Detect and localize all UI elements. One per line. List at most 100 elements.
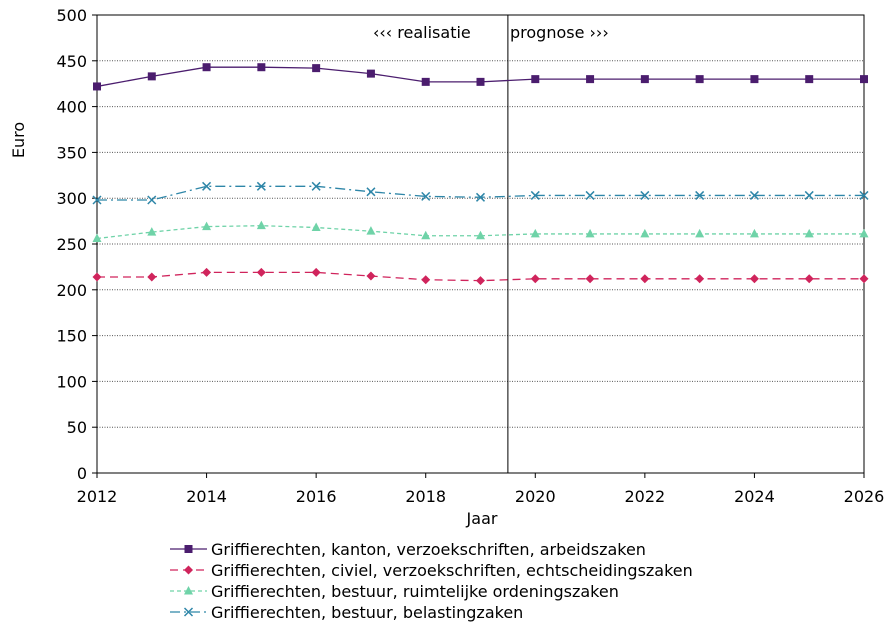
- series-1-point-2023: [695, 274, 705, 284]
- series-3-point-2012: [92, 195, 102, 205]
- x-tick-label-2024: 2024: [734, 487, 775, 506]
- series-2-point-2016: [311, 222, 321, 232]
- x-tick-label-2014: 2014: [186, 487, 227, 506]
- series-0-point-2025: [805, 75, 814, 84]
- series-0-point-2019: [476, 77, 485, 86]
- y-tick-label-150: 150: [56, 327, 87, 346]
- series-3-point-2019: [475, 192, 486, 202]
- legend-swatch-marker-2: [184, 586, 193, 595]
- legend-swatch-marker-1: [184, 565, 193, 575]
- y-tick-label-450: 450: [56, 52, 87, 71]
- series-2-point-2019: [476, 230, 485, 240]
- series-1-point-2014: [202, 267, 212, 277]
- series-2-point-2023: [695, 228, 705, 238]
- series-3-point-2017-stroke-b: [366, 187, 376, 197]
- series-1-point-2019: [476, 276, 485, 286]
- series-2-point-2012: [92, 233, 102, 243]
- legend-label-1: Griffierechten, civiel, verzoekschriften…: [211, 561, 693, 580]
- series-3-point-2021: [585, 190, 595, 200]
- series-2: [92, 220, 869, 243]
- series-3-point-2019-stroke-b: [475, 192, 486, 202]
- x-tick-label-2026: 2026: [844, 487, 885, 506]
- series-3-point-2022: [640, 190, 650, 200]
- y-tick-label-500: 500: [56, 6, 87, 25]
- series-3-point-2020-stroke-b: [530, 190, 540, 200]
- series-1-point-2021: [585, 274, 595, 284]
- legend-item-3: Griffierechten, bestuur, belastingzaken: [170, 603, 523, 622]
- legend-label-3: Griffierechten, bestuur, belastingzaken: [211, 603, 523, 622]
- series-1: [92, 267, 869, 286]
- series-0-point-2012: [93, 82, 101, 91]
- series-3-point-2020: [530, 190, 540, 200]
- annotation-realisatie: ‹‹‹ realisatie: [373, 23, 471, 42]
- x-tick-label-2022: 2022: [624, 487, 665, 506]
- series-3-point-2022-stroke-b: [640, 190, 650, 200]
- series-2-point-2018: [421, 230, 431, 240]
- series-3-point-2013-stroke-b: [147, 195, 157, 205]
- x-axis-title: Jaar: [466, 509, 498, 528]
- y-tick-label-250: 250: [56, 235, 87, 254]
- legend-swatch-marker-3: [183, 607, 194, 617]
- y-tick-label-100: 100: [56, 372, 87, 391]
- series-1-point-2016: [311, 267, 321, 277]
- series-0-point-2020: [531, 75, 540, 84]
- series-1-point-2013: [147, 272, 157, 282]
- series-3-point-2023: [695, 190, 705, 200]
- series-2-point-2026: [859, 228, 869, 238]
- series-2-point-2013: [147, 227, 157, 236]
- series-0-point-2015: [257, 63, 266, 72]
- series-3-point-2025: [804, 190, 814, 200]
- series-3-point-2025-stroke-b: [804, 190, 814, 200]
- series-3-point-2016: [311, 181, 321, 191]
- series-3-point-2026: [859, 190, 869, 200]
- series-2-point-2021: [585, 228, 595, 238]
- x-tick-label-2018: 2018: [405, 487, 446, 506]
- series-3-point-2018-stroke-b: [421, 191, 431, 201]
- series-3-point-2018: [421, 191, 431, 201]
- series-3-point-2012-stroke-b: [92, 195, 102, 205]
- x-tick-label-2020: 2020: [515, 487, 556, 506]
- series-1-point-2025: [804, 274, 814, 284]
- y-axis-ticks: 0 50 100 150 200 250 300 350 400 450 500: [56, 6, 97, 483]
- series-1-point-2022: [640, 274, 650, 284]
- legend-label-0: Griffierechten, kanton, verzoekschriften…: [211, 540, 646, 559]
- series-3-point-2026-stroke-b: [859, 190, 869, 200]
- series-3-point-2024-stroke-b: [749, 190, 759, 200]
- series-0-point-2022: [640, 75, 649, 84]
- series-2-point-2025: [804, 228, 814, 238]
- series-0-point-2016: [312, 64, 321, 73]
- y-tick-label-50: 50: [67, 418, 87, 437]
- legend: Griffierechten, kanton, verzoekschriften…: [170, 540, 693, 622]
- series-0-point-2018: [421, 77, 430, 86]
- series-0-point-2014: [202, 63, 211, 72]
- legend-item-2: Griffierechten, bestuur, ruimtelijke ord…: [170, 582, 619, 601]
- legend-label-2: Griffierechten, bestuur, ruimtelijke ord…: [211, 582, 619, 601]
- legend-item-0: Griffierechten, kanton, verzoekschriften…: [170, 540, 646, 559]
- y-tick-label-200: 200: [56, 281, 87, 300]
- legend-swatch-marker-3-stroke-b: [183, 607, 194, 617]
- legend-item-1: Griffierechten, civiel, verzoekschriften…: [170, 561, 693, 580]
- y-tick-label-400: 400: [56, 98, 87, 117]
- series-2-point-2017: [366, 226, 376, 235]
- series-2-point-2020: [530, 228, 540, 238]
- y-axis-title: Euro: [9, 122, 28, 158]
- series-3-point-2013: [147, 195, 157, 205]
- series-1-point-2026: [859, 274, 869, 284]
- series-0-point-2024: [750, 75, 759, 84]
- series-1-point-2017: [366, 271, 376, 281]
- series-0-point-2023: [695, 75, 704, 84]
- series-1-point-2018: [421, 275, 431, 285]
- series-0: [93, 63, 868, 91]
- x-tick-label-2012: 2012: [77, 487, 118, 506]
- y-tick-label-300: 300: [56, 189, 87, 208]
- series-3-point-2024: [749, 190, 759, 200]
- series-1-point-2015: [256, 267, 266, 277]
- series-group: [92, 63, 869, 286]
- series-3: [92, 181, 869, 205]
- series-0-point-2017: [366, 69, 375, 78]
- series-0-point-2013: [147, 72, 156, 81]
- y-tick-label-350: 350: [56, 143, 87, 162]
- series-3-point-2014: [202, 181, 212, 191]
- x-tick-label-2016: 2016: [296, 487, 337, 506]
